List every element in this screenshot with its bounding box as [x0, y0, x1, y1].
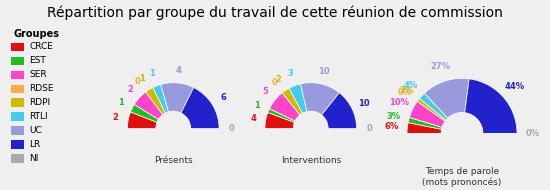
Text: RDPI: RDPI	[30, 98, 51, 107]
Wedge shape	[417, 98, 446, 121]
Wedge shape	[407, 123, 442, 133]
Text: 1: 1	[149, 69, 155, 78]
Text: Répartition par groupe du travail de cette réunion de commission: Répartition par groupe du travail de cet…	[47, 6, 503, 20]
Text: 1: 1	[254, 101, 260, 110]
Wedge shape	[322, 93, 356, 129]
Bar	[379, 133, 544, 188]
Wedge shape	[134, 92, 163, 119]
Text: 10%: 10%	[389, 98, 409, 107]
Text: UC: UC	[30, 126, 42, 135]
Text: 0: 0	[229, 124, 235, 133]
Text: 0%: 0%	[398, 88, 412, 97]
Text: Interventions: Interventions	[280, 156, 341, 165]
Circle shape	[293, 111, 328, 146]
Wedge shape	[300, 83, 339, 115]
Text: 0%: 0%	[525, 129, 540, 138]
Text: EST: EST	[30, 56, 46, 65]
FancyBboxPatch shape	[11, 127, 24, 135]
Text: 1: 1	[118, 98, 124, 107]
Wedge shape	[282, 88, 303, 115]
FancyBboxPatch shape	[11, 140, 24, 149]
Wedge shape	[270, 93, 300, 121]
Text: 6%: 6%	[385, 122, 399, 131]
Text: 4%: 4%	[404, 81, 418, 90]
Circle shape	[441, 112, 483, 154]
Wedge shape	[420, 93, 448, 120]
Text: 10: 10	[358, 99, 370, 108]
Text: 2%: 2%	[399, 86, 413, 95]
FancyBboxPatch shape	[11, 57, 24, 65]
Wedge shape	[465, 79, 517, 133]
FancyBboxPatch shape	[11, 85, 24, 93]
Text: 10: 10	[318, 67, 329, 76]
Text: 0: 0	[135, 77, 141, 86]
Wedge shape	[128, 112, 157, 129]
FancyBboxPatch shape	[11, 154, 24, 163]
Wedge shape	[265, 112, 294, 129]
Text: RDSE: RDSE	[30, 84, 54, 93]
Text: RTLI: RTLI	[30, 112, 48, 121]
FancyBboxPatch shape	[11, 98, 24, 107]
Text: 4: 4	[250, 114, 256, 123]
Text: Présents: Présents	[154, 156, 192, 165]
Text: NI: NI	[30, 154, 39, 163]
Text: 3%: 3%	[387, 112, 401, 121]
Bar	[242, 129, 380, 174]
FancyBboxPatch shape	[11, 112, 24, 121]
Wedge shape	[153, 85, 168, 113]
Text: 3: 3	[287, 69, 293, 78]
Text: Groupes: Groupes	[13, 29, 59, 39]
Wedge shape	[289, 84, 307, 113]
FancyBboxPatch shape	[11, 43, 24, 51]
Wedge shape	[130, 105, 158, 122]
Text: 0: 0	[271, 78, 277, 87]
Text: 2: 2	[276, 75, 282, 84]
Wedge shape	[409, 101, 445, 127]
Wedge shape	[146, 88, 166, 115]
Bar	[104, 129, 242, 174]
Wedge shape	[161, 83, 194, 113]
Text: 0: 0	[366, 124, 372, 133]
Text: SER: SER	[30, 70, 47, 79]
FancyBboxPatch shape	[11, 70, 24, 79]
Text: CRCE: CRCE	[30, 42, 53, 51]
Text: 2: 2	[113, 113, 118, 122]
Text: 44%: 44%	[505, 82, 525, 91]
Text: 5: 5	[262, 87, 268, 97]
Circle shape	[156, 111, 191, 146]
Text: 4: 4	[176, 66, 182, 75]
Text: 1: 1	[140, 74, 145, 83]
Text: LR: LR	[30, 140, 41, 149]
Text: Temps de parole
(mots prononcés): Temps de parole (mots prononcés)	[422, 167, 502, 187]
Wedge shape	[268, 109, 295, 122]
Wedge shape	[181, 88, 219, 129]
Text: 6: 6	[220, 93, 226, 102]
Wedge shape	[408, 117, 442, 129]
Text: 2: 2	[127, 85, 133, 93]
Wedge shape	[425, 78, 469, 118]
Text: 27%: 27%	[431, 62, 450, 71]
